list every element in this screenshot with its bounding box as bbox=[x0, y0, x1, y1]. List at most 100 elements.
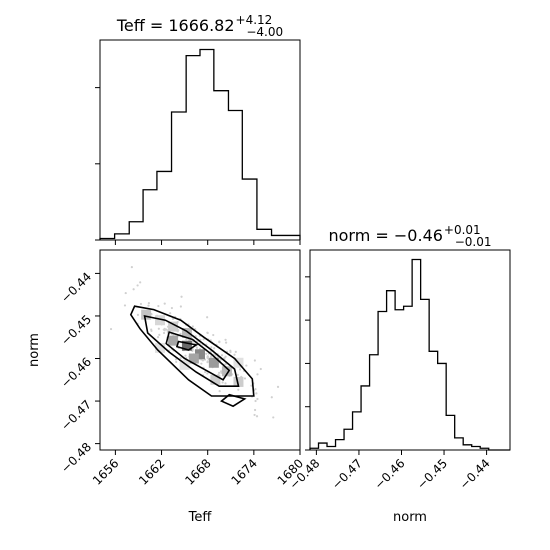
scatter-point bbox=[255, 415, 259, 418]
density-cell bbox=[155, 315, 165, 326]
scatter-point bbox=[165, 328, 168, 331]
teff-norm-2d-ticks: 1656 1662 1668 1674 1680−0.44−0.45−0.46−0.47… bbox=[58, 270, 306, 488]
scatter-point bbox=[170, 306, 173, 310]
scatter-point bbox=[139, 281, 142, 284]
scatter-point bbox=[220, 354, 224, 357]
scatter-point bbox=[147, 304, 150, 307]
x-axis-label-norm: norm bbox=[393, 510, 427, 525]
density-cell bbox=[168, 335, 179, 346]
scatter-point bbox=[136, 284, 139, 287]
scatter-point bbox=[158, 333, 161, 336]
scatter-point bbox=[191, 340, 194, 343]
scatter-point bbox=[179, 356, 182, 360]
scatter-point bbox=[205, 352, 208, 355]
scatter-point bbox=[237, 388, 240, 391]
y-tick-label: −0.44 bbox=[58, 270, 94, 306]
teff-histogram-frame bbox=[99, 39, 301, 241]
scatter-point bbox=[206, 356, 209, 359]
scatter-point bbox=[243, 377, 247, 380]
scatter-point bbox=[200, 362, 203, 365]
scatter-point bbox=[179, 305, 182, 308]
density-cell bbox=[168, 321, 179, 332]
norm-title-upper-error: +0.01 bbox=[444, 223, 481, 237]
scatter-point bbox=[238, 368, 242, 371]
scatter-point bbox=[206, 331, 209, 334]
scatter-point bbox=[124, 291, 127, 295]
scatter-point bbox=[270, 396, 273, 399]
scatter-point bbox=[236, 373, 239, 376]
scatter-point bbox=[171, 317, 175, 320]
scatter-point bbox=[233, 353, 236, 356]
scatter-point bbox=[218, 340, 221, 343]
scatter-point bbox=[156, 336, 160, 339]
scatter-point bbox=[212, 333, 215, 337]
contours bbox=[129, 305, 255, 408]
scatter-point bbox=[276, 385, 280, 388]
scatter-point bbox=[234, 350, 237, 353]
scatter-point bbox=[150, 328, 153, 331]
scatter-point bbox=[163, 327, 166, 330]
density-cell bbox=[233, 376, 244, 387]
scatter-point bbox=[217, 371, 221, 374]
norm-histogram-steps bbox=[309, 258, 510, 451]
density-cell bbox=[181, 327, 192, 338]
scatter-point bbox=[169, 312, 172, 315]
density-cell bbox=[141, 309, 152, 320]
scatter-point bbox=[218, 390, 221, 393]
density-cell bbox=[195, 349, 205, 360]
scatter-point bbox=[162, 331, 166, 335]
scatter-point bbox=[254, 387, 257, 391]
x-tick-label: −0.47 bbox=[329, 456, 365, 492]
scatter-point bbox=[209, 355, 213, 358]
teff-title-upper-error: +4.12 bbox=[236, 13, 273, 27]
scatter-point bbox=[253, 408, 257, 412]
scatter-point bbox=[255, 392, 258, 395]
scatter-point bbox=[250, 384, 253, 387]
norm-title-lower-error: −0.01 bbox=[455, 235, 492, 249]
scatter-point bbox=[185, 338, 188, 341]
scatter-point bbox=[123, 304, 127, 307]
scatter-point bbox=[254, 399, 257, 403]
teff-norm-2d-panel: 1656 1662 1668 1674 1680−0.44−0.45−0.46−0.47… bbox=[27, 249, 306, 525]
contour-level bbox=[143, 314, 240, 388]
scatter-point bbox=[180, 295, 183, 298]
y-tick-label: −0.46 bbox=[58, 355, 94, 391]
scatter-point bbox=[109, 327, 113, 331]
density-cell bbox=[179, 359, 190, 370]
x-axis-label-teff: Teff bbox=[188, 510, 213, 525]
y-tick-label: −0.47 bbox=[58, 397, 94, 433]
scatter-points bbox=[109, 266, 280, 419]
norm-histogram-ticks: −0.48 −0.47 −0.46 −0.45 −0.44 bbox=[287, 276, 493, 492]
teff-histogram-ticks bbox=[95, 87, 301, 245]
x-tick-label: −0.44 bbox=[457, 456, 493, 492]
contour-level bbox=[175, 340, 199, 351]
x-tick-label: −0.45 bbox=[414, 456, 450, 492]
density-cell bbox=[155, 342, 165, 353]
density-cell bbox=[210, 374, 221, 385]
teff-histogram-steps bbox=[99, 48, 301, 240]
density-cell bbox=[221, 366, 232, 377]
density-cell bbox=[208, 357, 219, 368]
scatter-point bbox=[184, 354, 187, 357]
scatter-point bbox=[195, 346, 199, 349]
scatter-point bbox=[221, 381, 224, 384]
x-tick-label: 1668 bbox=[182, 456, 213, 487]
scatter-point bbox=[132, 288, 135, 291]
y-axis-label-norm: norm bbox=[27, 333, 42, 367]
scatter-point bbox=[163, 302, 166, 305]
contour-level bbox=[219, 393, 247, 408]
y-tick-label: −0.48 bbox=[58, 440, 94, 476]
scatter-point bbox=[201, 359, 205, 362]
scatter-point bbox=[157, 327, 160, 330]
scatter-point bbox=[224, 338, 227, 341]
scatter-point bbox=[130, 266, 133, 269]
scatter-point bbox=[206, 372, 209, 375]
scatter-point bbox=[223, 357, 226, 360]
scatter-point bbox=[157, 304, 160, 308]
scatter-point bbox=[256, 373, 259, 376]
scatter-point bbox=[256, 397, 259, 401]
scatter-point bbox=[206, 361, 209, 364]
histogram-step-line bbox=[99, 48, 301, 240]
scatter-point bbox=[202, 338, 205, 341]
histogram-step-line bbox=[309, 258, 510, 451]
